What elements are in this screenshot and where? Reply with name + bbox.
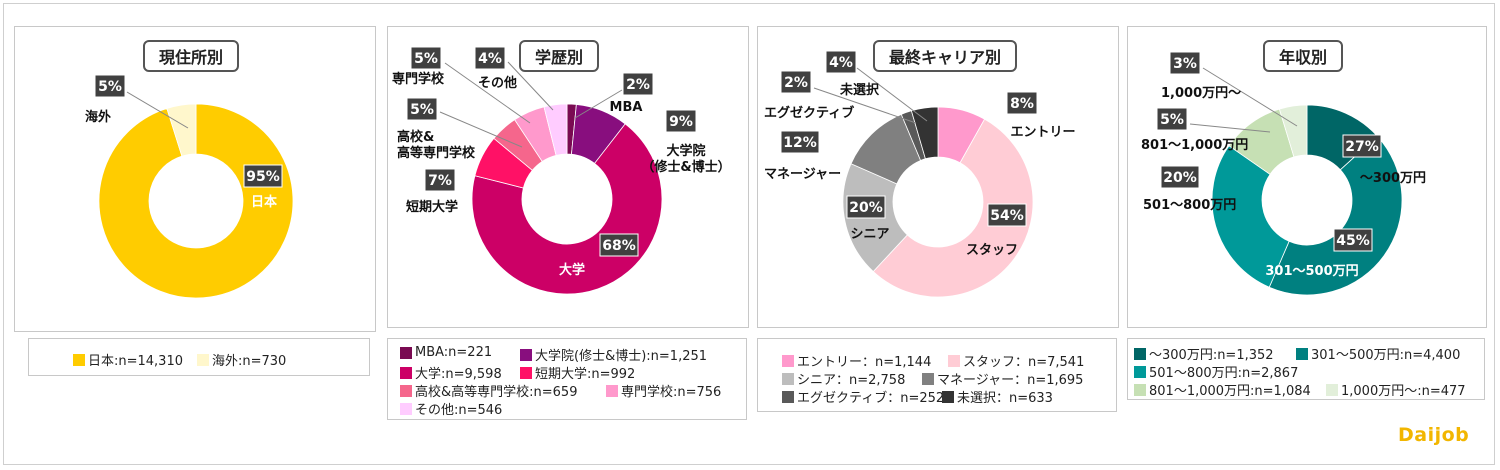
legend-item-801-1000: 801～1,000万円:n=1,084: [1134, 380, 1311, 399]
legend-item-senior: シニア：n=2,758: [782, 369, 905, 388]
legend-item-staff: スタッフ：n=7,541: [948, 351, 1084, 370]
legend-item-japan: 日本:n=14,310: [73, 350, 183, 369]
legend-education: MBA:n=221 大学院(修士&博士):n=1,251 大学:n=9,598 …: [387, 338, 747, 420]
outer-frame: [3, 3, 1495, 465]
legend-item-executive: エグゼクティブ：n=252: [782, 387, 944, 406]
chart-panel-income: 年収別: [1127, 26, 1487, 328]
legend-item-other: その他:n=546: [400, 399, 502, 418]
chart-panel-residence: 現住所別: [14, 26, 376, 332]
daijob-logo: Daijob: [1398, 424, 1470, 446]
legend-item-vocational: 専門学校:n=756: [606, 381, 721, 400]
chart-panel-career: 最終キャリア別: [757, 26, 1119, 328]
legend-item-univ: 大学:n=9,598: [400, 363, 502, 382]
legend-item-highschool: 高校&高等専門学校:n=659: [400, 381, 577, 400]
chart-panel-education: 学歴別: [387, 26, 749, 328]
legend-item-junior: 短期大学:n=992: [520, 363, 635, 382]
legend-residence: 日本:n=14,310 海外:n=730: [28, 338, 370, 376]
chart-title-career: 最終キャリア別: [873, 40, 1018, 72]
legend-item-unselected: 未選択：n=633: [942, 387, 1053, 406]
chart-title-residence: 現住所別: [143, 40, 240, 72]
legend-item-mba: MBA:n=221: [400, 345, 492, 360]
chart-title-education: 学歴別: [519, 40, 600, 72]
legend-income: ～300万円:n=1,352 301～500万円:n=4,400 501～800…: [1127, 338, 1485, 400]
legend-item-grad: 大学院(修士&博士):n=1,251: [520, 345, 707, 364]
legend-item-manager: マネージャー：n=1,695: [922, 369, 1083, 388]
legend-item-under300: ～300万円:n=1,352: [1134, 344, 1274, 363]
legend-item-501-800: 501～800万円:n=2,867: [1134, 362, 1298, 381]
legend-career: エントリー：n=1,144 スタッフ：n=7,541 シニア：n=2,758 マ…: [757, 338, 1117, 412]
chart-title-income: 年収別: [1263, 40, 1344, 72]
legend-item-overseas: 海外:n=730: [197, 350, 286, 369]
legend-item-301-500: 301～500万円:n=4,400: [1296, 344, 1460, 363]
legend-item-over1000: 1,000万円～:n=477: [1326, 380, 1466, 399]
legend-item-entry: エントリー：n=1,144: [782, 351, 931, 370]
